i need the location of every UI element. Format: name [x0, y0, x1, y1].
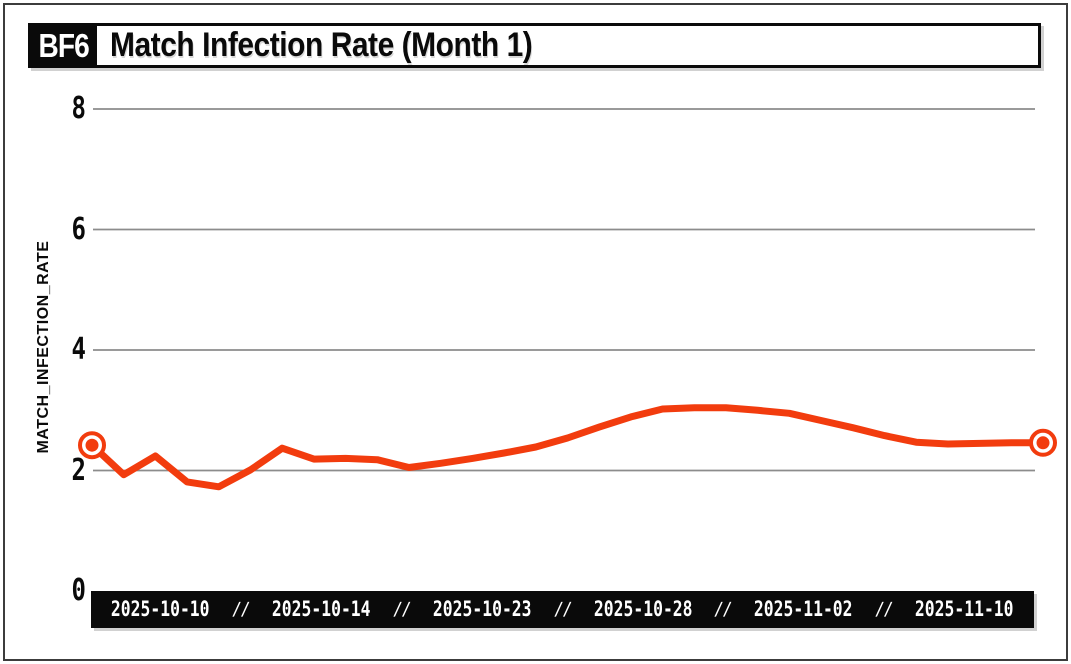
y-tick-label: 2: [71, 452, 86, 488]
x-tick-label: 2025-11-10: [915, 597, 1014, 621]
y-tick-label: 8: [71, 91, 86, 126]
x-tick-label: 2025-11-02: [754, 597, 853, 621]
endpoint-marker-dot: [85, 438, 99, 452]
x-tick-label: 2025-10-14: [272, 597, 371, 621]
endpoint-marker-dot: [1036, 436, 1050, 450]
bf6-badge: BF6: [31, 26, 97, 65]
x-tick-label: 2025-10-23: [432, 597, 532, 621]
y-tick-label: 6: [71, 211, 86, 247]
x-tick-label: 2025-10-10: [111, 597, 210, 621]
x-tick-separator: //: [231, 598, 251, 620]
infection-rate-line: [88, 404, 1047, 491]
page-border: [3, 3, 1068, 661]
x-tick-separator: //: [713, 598, 733, 620]
endpoint-marker-ring: [1029, 428, 1057, 457]
x-tick-separator: //: [552, 598, 573, 620]
y-tick-label: 0: [71, 573, 86, 608]
page-title: Match Infection Rate (Month 1): [110, 26, 533, 64]
y-tick-label: 4: [71, 332, 86, 367]
bf6-badge-label: BF6: [38, 26, 90, 64]
x-tick-label: 2025-10-28: [593, 597, 693, 621]
x-tick-separator: //: [874, 598, 894, 620]
x-tick-separator: //: [392, 598, 412, 620]
chart-header: BF6 Match Infection Rate (Month 1): [28, 23, 1041, 68]
y-axis-title: MATCH_INFECTION_RATE: [35, 240, 52, 454]
x-axis-bar: 2025-10-10 // 2025-10-14 // 2025-10-23 // 2025…: [91, 591, 1034, 628]
